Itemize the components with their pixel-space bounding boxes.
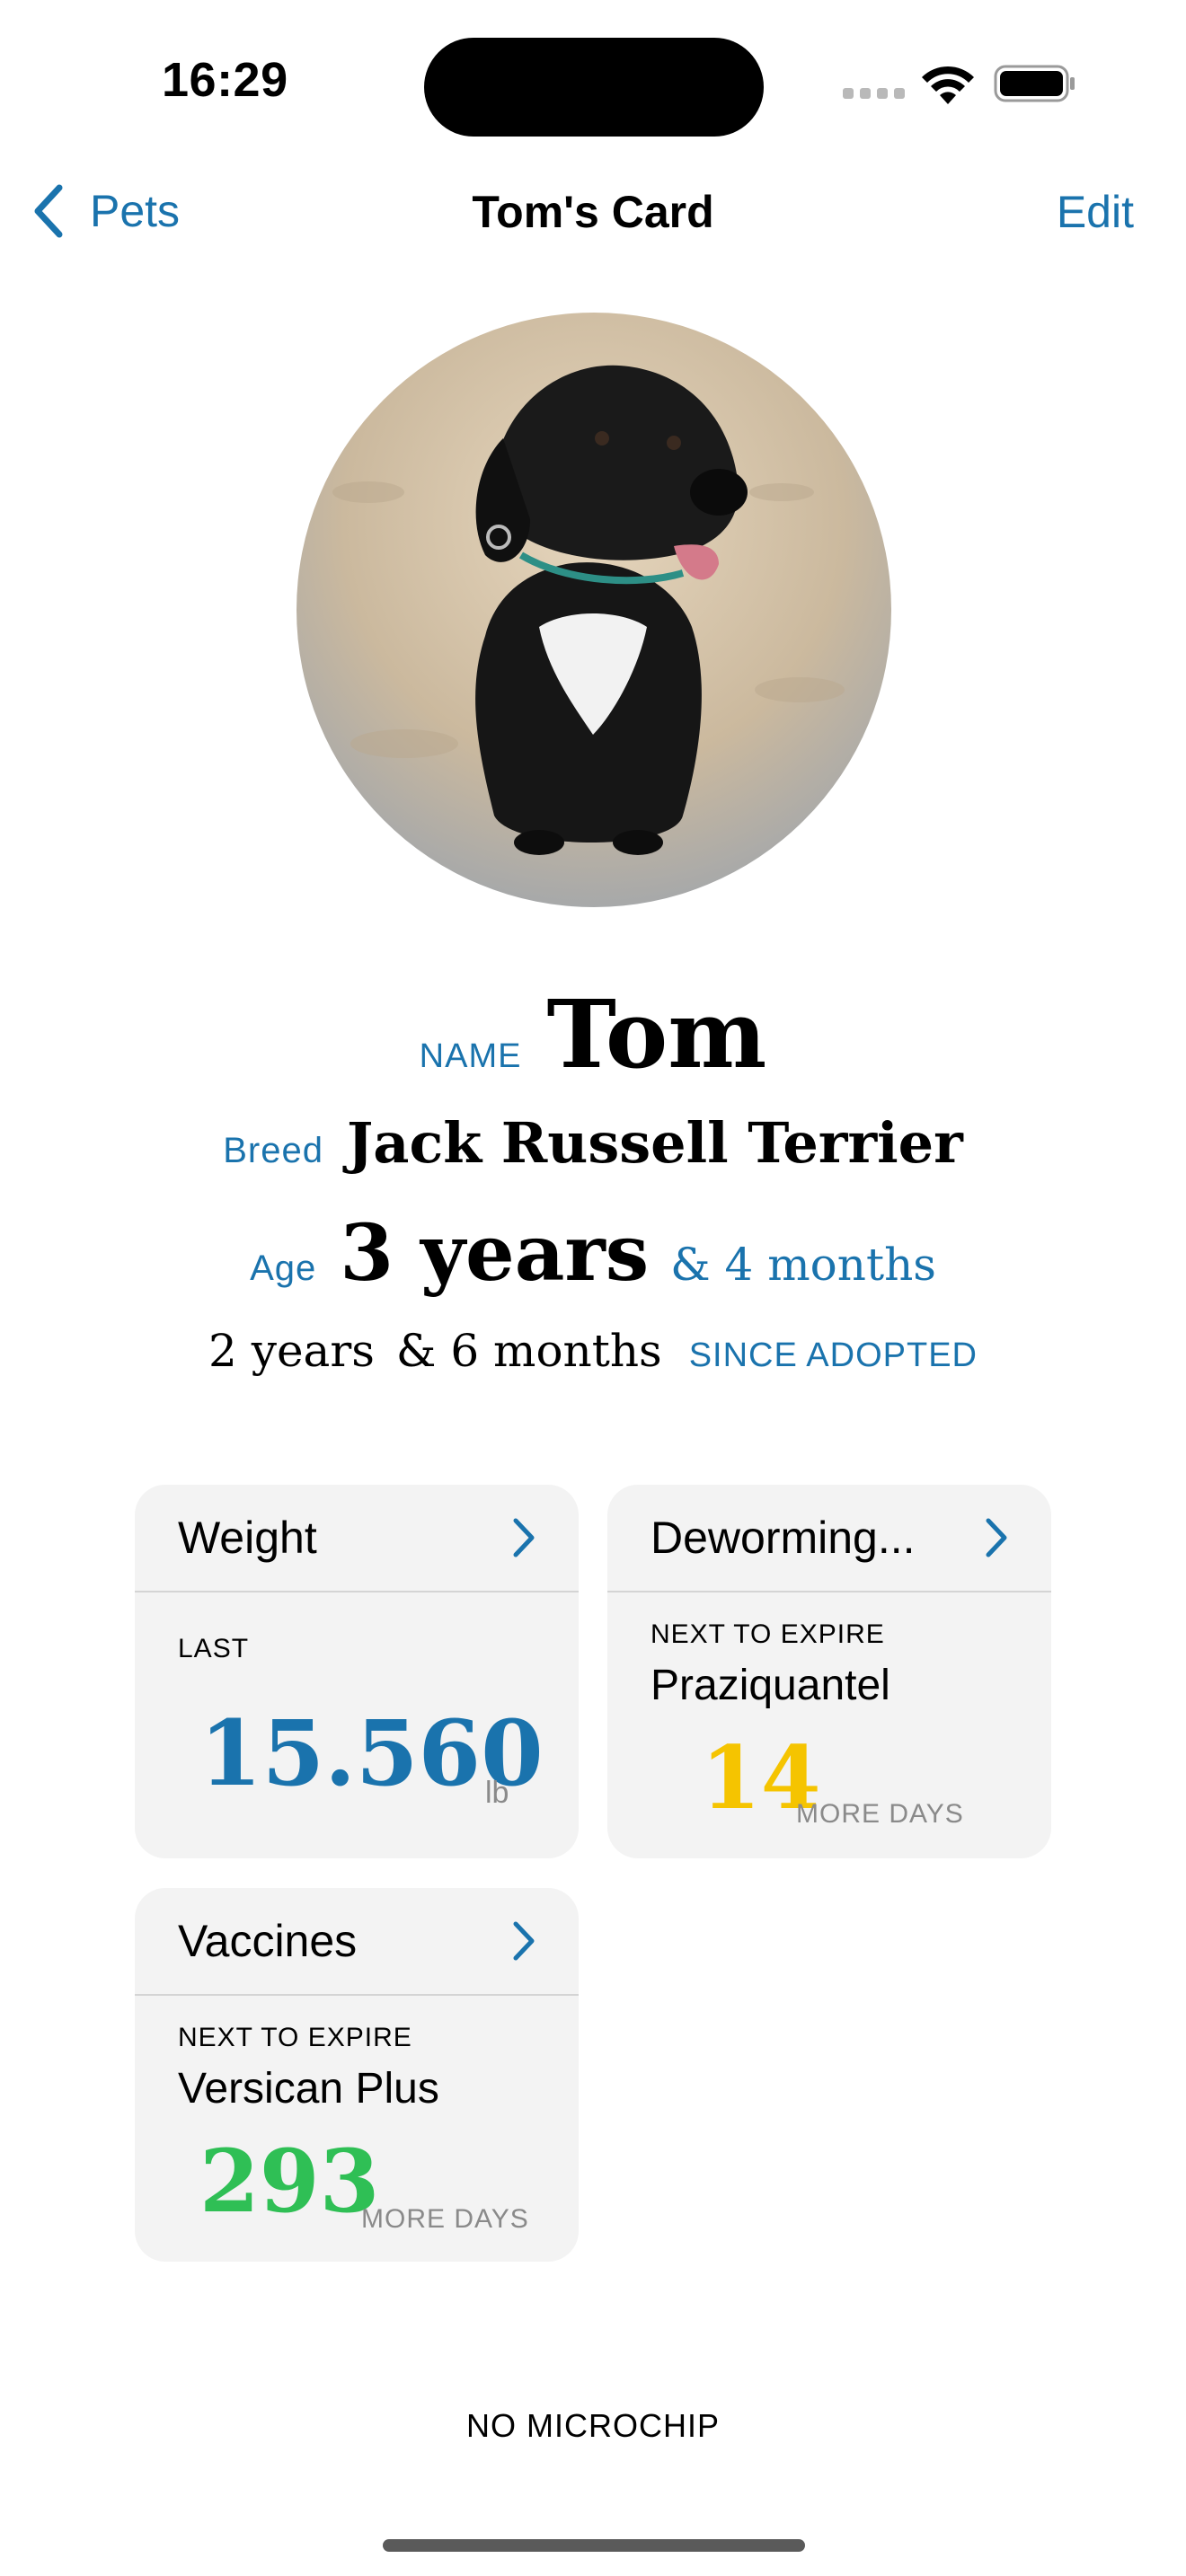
edit-button[interactable]: Edit [1056,187,1134,237]
adopted-months: & 6 months [395,1325,662,1377]
pet-name: Tom [546,979,767,1090]
breed-label: Breed [223,1131,323,1170]
back-label: Pets [90,186,181,236]
battery-icon [994,65,1075,102]
chevron-right-icon [513,1921,535,1961]
weight-value: 15.560 [199,1700,544,1806]
deworming-days-label: MORE DAYS [796,1799,964,1829]
weight-card-header[interactable]: Weight [135,1485,579,1592]
microchip-status: NO MICROCHIP [466,2407,720,2444]
cellular-signal-icon [843,88,905,99]
pet-breed: Jack Russell Terrier [346,1110,963,1176]
vaccines-item: Versican Plus [178,2065,439,2113]
age-label: Age [250,1248,317,1288]
vaccines-days-label: MORE DAYS [361,2204,529,2234]
weight-card[interactable]: Weight LAST 15.560 lb [135,1485,579,1858]
name-label: NAME [419,1037,522,1075]
weight-sub-label: LAST [178,1634,250,1663]
deworming-item: Praziquantel [651,1662,890,1709]
vaccines-days: 293 [199,2130,380,2232]
back-button[interactable]: Pets [32,184,180,238]
dynamic-island [424,38,764,137]
weight-unit: lb [485,1776,509,1810]
deworming-sub-label: NEXT TO EXPIRE [651,1619,885,1649]
vaccines-title: Vaccines [178,1916,358,1966]
deworming-card-header[interactable]: Deworming... [607,1485,1051,1592]
vaccines-sub-label: NEXT TO EXPIRE [178,2023,412,2052]
weight-title: Weight [178,1513,317,1563]
age-years: 3 years [340,1208,650,1299]
vaccines-card-header[interactable]: Vaccines [135,1888,579,1996]
chevron-right-icon [986,1518,1007,1557]
pet-photo [296,313,891,907]
deworming-card[interactable]: Deworming... NEXT TO EXPIRE Praziquantel… [607,1485,1051,1858]
status-time: 16:29 [162,53,288,107]
name-row: NAME Tom [0,979,1186,1090]
age-row: Age 3 years & 4 months [0,1208,1186,1299]
page-title: Tom's Card [472,187,714,237]
deworming-days: 14 [701,1727,821,1829]
home-indicator[interactable] [383,2539,805,2552]
adopted-label: SINCE ADOPTED [688,1337,978,1374]
adopted-row: 2 years & 6 months SINCE ADOPTED [0,1325,1186,1377]
wifi-icon [922,66,974,104]
adopted-years: 2 years [208,1325,375,1377]
deworming-title: Deworming... [651,1513,916,1563]
chevron-right-icon [513,1518,535,1557]
age-months: & 4 months [670,1239,936,1291]
vaccines-card[interactable]: Vaccines NEXT TO EXPIRE Versican Plus 29… [135,1888,579,2262]
chevron-left-icon [34,184,63,238]
breed-row: Breed Jack Russell Terrier [0,1110,1186,1176]
